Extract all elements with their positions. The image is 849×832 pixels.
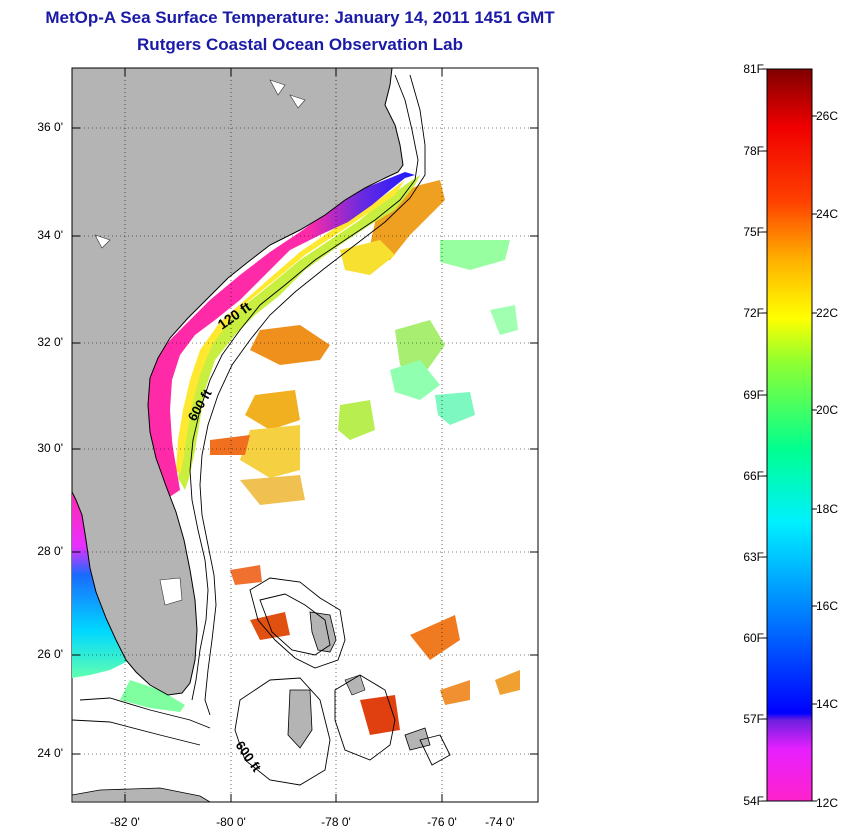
sst-patch-bahama-2 xyxy=(440,680,470,705)
contour-bahama-bank-3 xyxy=(334,674,396,761)
colorbar-label-81f: 81F xyxy=(743,62,764,76)
colorbar-label-18c: 18C xyxy=(816,502,839,516)
colorbar-label-26c: 26C xyxy=(816,109,839,123)
contour-bahama-bank-1 xyxy=(249,577,346,669)
sst-patch-mint-4 xyxy=(490,305,518,335)
contour-120ft xyxy=(189,74,419,701)
lat-label-36: 36 0' xyxy=(37,120,63,134)
lon-label-82: -82 0' xyxy=(110,815,140,829)
lake-okeechobee xyxy=(159,577,183,606)
sst-patch-orange-mid xyxy=(250,325,330,365)
colorbar-label-24c: 24C xyxy=(816,207,839,221)
lakes xyxy=(94,79,306,606)
sst-patch-bahama-1 xyxy=(410,615,460,660)
lon-label-80: -80 0' xyxy=(216,815,246,829)
sst-patch-red-3 xyxy=(230,565,262,585)
lat-label-24: 24 0' xyxy=(37,746,63,760)
land-southeast-us xyxy=(71,67,404,696)
lat-label-34: 34 0' xyxy=(37,228,63,242)
map-subtitle: Rutgers Coastal Ocean Observation Lab xyxy=(137,35,463,54)
lat-label-26: 26 0' xyxy=(37,647,63,661)
sst-patch-orange-2 xyxy=(245,390,300,430)
contour-bahama-bank-2 xyxy=(234,677,331,786)
sst-patch-yellow-mid xyxy=(240,425,300,478)
lat-label-30: 30 0' xyxy=(37,441,63,455)
gulf-stream-yellow xyxy=(176,180,405,475)
lon-label-74: -74 0' xyxy=(485,815,515,829)
bathymetry-contours xyxy=(71,74,451,786)
sst-patch-bahama-3 xyxy=(495,670,520,695)
colorbar-ticks xyxy=(762,68,817,802)
cuba-land xyxy=(71,787,212,803)
colorbar-label-12c: 12C xyxy=(816,796,839,810)
sst-patch-mint-2 xyxy=(390,360,440,400)
contour-bahama-bank-1b xyxy=(259,593,331,656)
frame-ticks xyxy=(72,68,538,802)
map-title: MetOp-A Sea Surface Temperature: January… xyxy=(45,8,555,27)
sst-patch-red-1 xyxy=(210,435,250,455)
bahamas-island-1 xyxy=(287,689,313,749)
colorbar-label-16c: 16C xyxy=(816,599,839,613)
map-grid xyxy=(72,68,538,802)
contour-keys xyxy=(79,697,211,729)
contour-keys-2 xyxy=(71,719,201,746)
keys-water xyxy=(120,680,185,712)
colorbar-label-66f: 66F xyxy=(743,469,764,483)
sst-patch-mint-3 xyxy=(435,392,475,425)
colorbar-label-75f: 75F xyxy=(743,225,764,239)
sst-patch-yellow-north xyxy=(340,240,395,275)
colorbar-label-63f: 63F xyxy=(743,550,764,564)
lon-label-78: -78 0' xyxy=(321,815,351,829)
lat-label-32: 32 0' xyxy=(37,335,63,349)
sst-patch-yellow-2 xyxy=(240,475,305,505)
sst-patch-mint-1 xyxy=(440,240,510,270)
colorbar xyxy=(766,68,813,802)
gulf-stream-band xyxy=(178,175,420,490)
sst-patches xyxy=(210,180,520,735)
sst-patch-lime xyxy=(338,400,375,440)
lon-label-76: -76 0' xyxy=(427,815,457,829)
colorbar-label-60f: 60F xyxy=(743,631,764,645)
lat-label-28: 28 0' xyxy=(37,544,63,558)
cold-coastal-water xyxy=(148,172,415,480)
colorbar-label-20c: 20C xyxy=(816,403,839,417)
contour-600ft xyxy=(199,74,426,716)
colorbar-label-72f: 72F xyxy=(743,306,764,320)
colorbar-label-22c: 22C xyxy=(816,306,839,320)
colorbar-label-69f: 69F xyxy=(743,388,764,402)
colorbar-label-14c: 14C xyxy=(816,697,839,711)
colorbar-label-57f: 57F xyxy=(743,712,764,726)
colorbar-label-78f: 78F xyxy=(743,144,764,158)
bahamas-island-3 xyxy=(344,674,366,696)
bahamas-island-2 xyxy=(404,727,431,751)
colorbar-label-54f: 54F xyxy=(743,794,764,808)
contour-island xyxy=(419,734,451,766)
